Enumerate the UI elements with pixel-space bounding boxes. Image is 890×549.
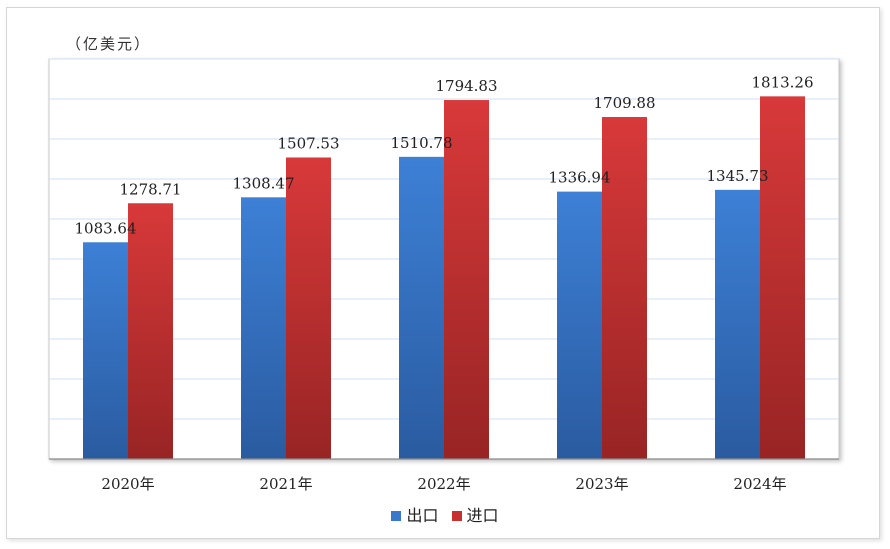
bar-export (241, 197, 286, 459)
bar-import (286, 157, 331, 459)
data-label-import: 1507.53 (277, 134, 339, 152)
bar-export (83, 242, 128, 459)
x-tick-label: 2023年 (575, 475, 628, 493)
x-tick-labels: 2020年 2021年 2022年 2023年 2024年 (101, 475, 786, 493)
data-label-import: 1813.26 (751, 73, 813, 91)
bar-export (715, 189, 760, 459)
data-label-import: 1794.83 (435, 77, 497, 95)
legend-item-import: 进口 (451, 502, 499, 526)
bar-export (557, 191, 602, 459)
legend-swatch-import (451, 511, 462, 521)
legend-swatch-export (391, 511, 402, 521)
bar-export (399, 156, 444, 459)
legend-label-import: 进口 (466, 506, 499, 525)
legend-label-export: 出口 (406, 506, 439, 525)
x-tick-label: 2021年 (259, 475, 312, 493)
data-label-import: 1278.71 (119, 180, 181, 198)
data-label-export: 1345.73 (706, 167, 768, 185)
unit-label: （亿美元） (66, 35, 152, 53)
data-label-export: 1308.47 (232, 174, 294, 192)
x-tick-label: 2022年 (417, 475, 470, 493)
data-label-import: 1709.88 (593, 94, 655, 112)
data-label-export: 1083.64 (74, 219, 136, 237)
data-label-export: 1336.94 (548, 169, 610, 187)
data-labels-group: 1083.64 1278.71 1308.47 1507.53 1510.78 1794.… (74, 73, 813, 237)
x-tick-label: 2020年 (101, 475, 154, 493)
bar-import (444, 100, 489, 459)
legend: 出口 进口 (0, 502, 890, 526)
x-tick-label: 2024年 (733, 475, 786, 493)
data-label-export: 1510.78 (390, 134, 452, 152)
bar-import (128, 203, 173, 459)
bars-group (83, 96, 805, 460)
legend-item-export: 出口 (391, 502, 438, 526)
bar-import (760, 96, 805, 460)
bar-import (602, 117, 647, 460)
